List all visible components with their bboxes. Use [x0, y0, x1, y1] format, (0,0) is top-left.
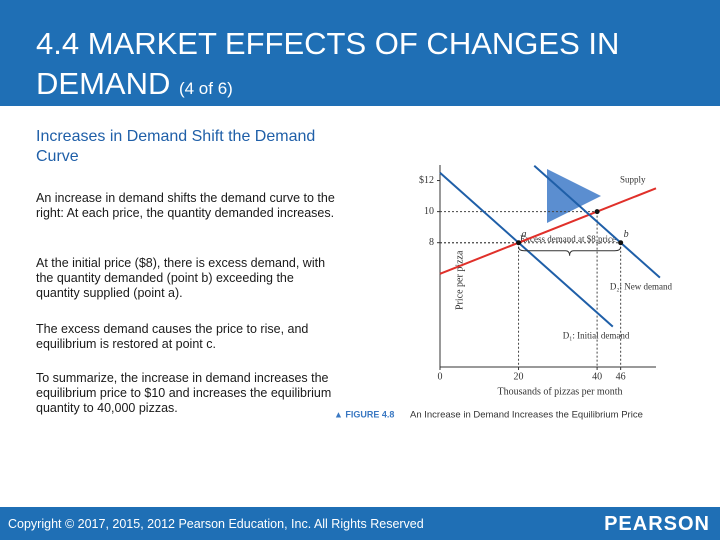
legend-label: Supply [620, 174, 646, 184]
x-tick-label: 46 [616, 371, 626, 382]
y-tick-label: $12 [419, 175, 434, 186]
series-line [533, 165, 661, 279]
point [618, 240, 624, 246]
x-tick-label: 0 [438, 371, 443, 382]
y-tick-label: 8 [429, 237, 434, 248]
point-label: b [624, 229, 629, 240]
x-tick-label: 40 [592, 371, 602, 382]
brand: PEARSON [604, 513, 710, 535]
figure-label: ▲ FIGURE 4.8 [334, 409, 394, 419]
y-tick-label: 10 [424, 206, 434, 217]
y-axis-label: Price per pizza [454, 250, 465, 310]
legend-label: D₁: Initial demand [563, 331, 630, 341]
x-axis-label: Thousands of pizzas per month [498, 386, 623, 397]
paragraph: At the initial price ($8), there is exce… [36, 256, 326, 300]
annotation: Excess demand at $8 price [520, 234, 616, 244]
legend-label: D₂: New demand [610, 282, 673, 292]
point [516, 240, 522, 246]
heading: Increases in Demand Shift the Demand Cur… [36, 128, 316, 165]
paragraph: To summarize, the increase in demand inc… [36, 371, 332, 415]
series-line [439, 172, 614, 328]
caption: An Increase in Demand Increases the Equi… [410, 410, 643, 421]
point [594, 209, 600, 215]
copyright: Copyright © 2017, 2015, 2012 Pearson Edu… [8, 517, 424, 531]
series-line [439, 187, 657, 275]
paragraph: The excess demand causes the price to ri… [36, 322, 309, 351]
brace [518, 246, 622, 256]
footer-bar: Copyright © 2017, 2015, 2012 Pearson Edu… [0, 507, 720, 540]
title-text: 4.4 MARKET EFFECTS OF CHANGES IN DEMAND [36, 26, 620, 101]
figure: Price per pizza Thousands of pizzas per … [334, 165, 673, 421]
header-bar: 4.4 MARKET EFFECTS OF CHANGES IN DEMAND … [0, 0, 720, 106]
title: 4.4 MARKET EFFECTS OF CHANGES IN DEMAND … [36, 24, 676, 109]
x-tick-label: 20 [514, 371, 524, 382]
point-label: a [522, 229, 527, 240]
subtitle: (4 of 6) [178, 79, 233, 98]
paragraph: An increase in demand shifts the demand … [36, 191, 335, 220]
